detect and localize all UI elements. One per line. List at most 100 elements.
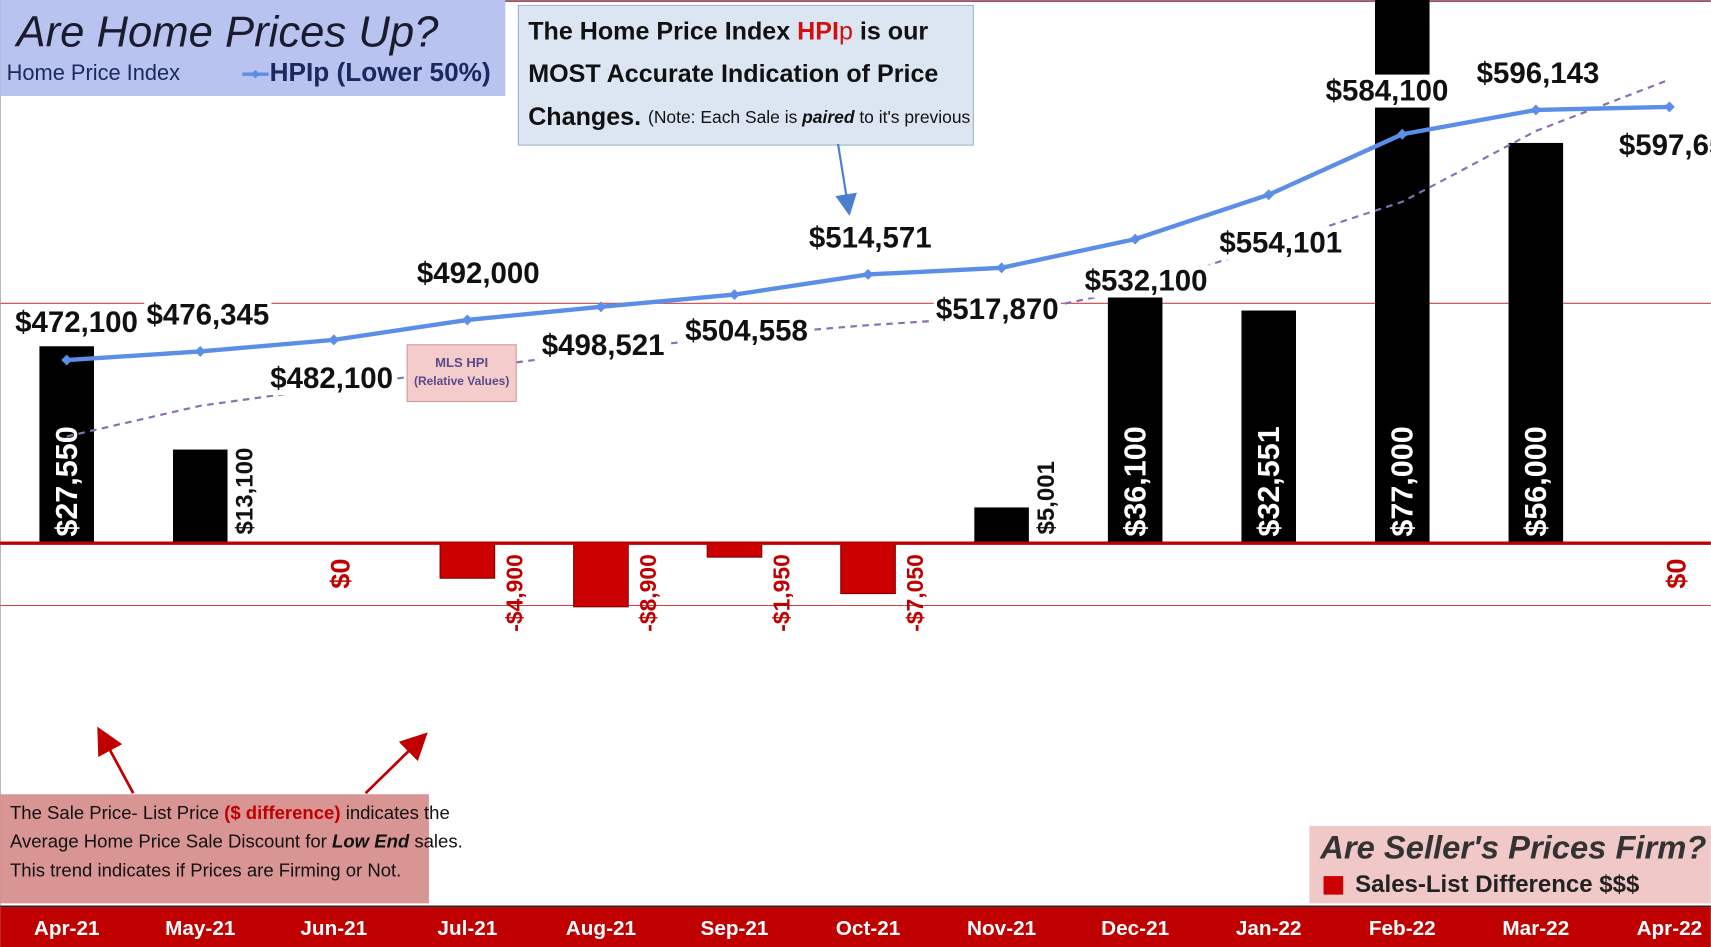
note-text: The Home Price Index xyxy=(528,17,797,45)
bar xyxy=(706,542,763,558)
mls-note-box xyxy=(406,344,517,403)
line-marker xyxy=(1129,233,1141,245)
bar-value-label: $77,000 xyxy=(1386,426,1420,536)
label-background xyxy=(144,298,272,332)
legend-label: Sales-List Difference $$$ xyxy=(1355,871,1640,898)
note-text: The Home Price Index HPIp is our xyxy=(528,17,928,45)
x-tick-label: Aug-21 xyxy=(566,917,636,940)
note-text: to it's previous xyxy=(854,106,970,126)
bar xyxy=(1508,142,1564,544)
chart-title: Are Home Prices Up? xyxy=(14,7,440,56)
bar xyxy=(172,449,228,544)
line-value-label: $498,521 xyxy=(542,329,665,362)
line-value-label: $492,000 xyxy=(417,257,540,290)
note-text: MOST Accurate Indication of Price xyxy=(528,60,938,88)
plot-area: $27,550 $13,100 $0 -$4,900 -$8,900 -$1,950 -$7… xyxy=(0,0,1711,632)
bar-value-label: -$1,950 xyxy=(769,554,795,632)
bar xyxy=(1107,285,1163,544)
label-background xyxy=(1474,56,1602,90)
x-tick-label: Nov-21 xyxy=(967,917,1036,940)
x-tick-label: May-21 xyxy=(165,917,235,940)
title-box xyxy=(0,0,506,97)
arrow xyxy=(835,143,857,216)
line-marker xyxy=(729,289,740,301)
x-axis: Apr-21 May-21 Jun-21 Jul-21 Aug-21 Sep-21 Oct-… xyxy=(34,917,1702,940)
note-box xyxy=(0,794,429,904)
mls-note: (Relative Values) xyxy=(414,374,509,388)
note-text: Low End xyxy=(332,830,410,851)
label-background xyxy=(414,256,542,290)
x-tick-label: Dec-21 xyxy=(1101,917,1169,940)
x-tick-label: Sep-21 xyxy=(701,917,769,940)
note-text: is our xyxy=(853,17,928,45)
x-tick-label: Jun-21 xyxy=(300,917,367,940)
note-text: paired xyxy=(801,106,855,126)
bar xyxy=(439,542,496,579)
note-text: The Sale Price- List Price ($ difference… xyxy=(10,802,450,823)
bar-value-label: $13,100 xyxy=(231,448,258,535)
line-marker xyxy=(194,346,206,357)
line-marker xyxy=(1663,101,1675,113)
line-marker xyxy=(1396,128,1408,140)
bar xyxy=(1241,310,1296,544)
bar xyxy=(974,507,1029,544)
line-marker xyxy=(1263,189,1275,201)
bar-value-label: -$7,050 xyxy=(902,554,928,632)
label-background xyxy=(1323,74,1451,108)
label-background xyxy=(806,221,934,255)
chart-subtitle: Home Price Index xyxy=(7,60,180,85)
line-value-label: $514,571 xyxy=(809,221,932,254)
line-marker xyxy=(328,334,340,346)
line-value-label: $517,870 xyxy=(936,293,1059,326)
mls-note: MLS HPI xyxy=(435,355,488,370)
line-value-label: $597,653 xyxy=(1619,129,1711,162)
line xyxy=(66,78,1670,438)
label-background xyxy=(933,293,1061,327)
line-value-label: $554,101 xyxy=(1219,227,1342,260)
bar-value-label: $0 xyxy=(1660,558,1691,588)
bar xyxy=(840,542,896,595)
label-background xyxy=(539,328,667,362)
bar xyxy=(573,542,629,608)
line-value-label: $476,345 xyxy=(147,298,270,331)
line-value-label: $472,100 xyxy=(15,306,138,339)
x-tick-label: Mar-22 xyxy=(1502,917,1569,940)
line-value-label: $584,100 xyxy=(1326,75,1449,108)
note-text: The Sale Price- List Price xyxy=(10,802,224,823)
label-background xyxy=(268,362,396,396)
line-value-label: $504,558 xyxy=(685,315,808,348)
note-text: ($ difference) xyxy=(224,802,340,823)
x-tick-label: Apr-22 xyxy=(1637,917,1703,940)
bar-value-label: $36,100 xyxy=(1118,426,1152,536)
note-text: Changes. (Note: Each Sale is paired to i… xyxy=(528,102,970,130)
label-background xyxy=(1217,226,1345,260)
note-text: indicates the xyxy=(341,802,450,823)
note-text: p xyxy=(839,17,853,45)
label-background xyxy=(1616,129,1711,163)
line-marker xyxy=(61,354,73,366)
x-axis-band xyxy=(0,907,1711,947)
arrow xyxy=(364,732,428,795)
label-background xyxy=(1082,264,1210,298)
line-marker xyxy=(862,268,874,280)
x-tick-label: Apr-21 xyxy=(34,917,100,940)
bar-value-label: $0 xyxy=(325,558,356,588)
label-background xyxy=(12,305,141,339)
note-text: (Note: Each Sale is xyxy=(648,106,802,126)
label-background xyxy=(682,314,811,348)
x-tick-label: Jan-22 xyxy=(1236,917,1302,940)
x-tick-label: Feb-22 xyxy=(1369,917,1436,940)
line-marker xyxy=(461,314,473,326)
bar-value-label: -$4,900 xyxy=(502,554,528,632)
line-value-label: $532,100 xyxy=(1085,265,1208,298)
note-text: This trend indicates if Prices are Firmi… xyxy=(10,860,401,881)
note-text: Average Home Price Sale Discount for xyxy=(10,830,332,851)
line-value-label: $596,143 xyxy=(1477,57,1600,90)
legend-swatch xyxy=(1323,876,1344,895)
legend-box xyxy=(1309,825,1711,904)
x-tick-label: Oct-21 xyxy=(836,917,900,940)
bar-value-label: $32,551 xyxy=(1252,426,1286,536)
note-text: Changes. xyxy=(528,102,648,130)
bar xyxy=(39,346,94,544)
